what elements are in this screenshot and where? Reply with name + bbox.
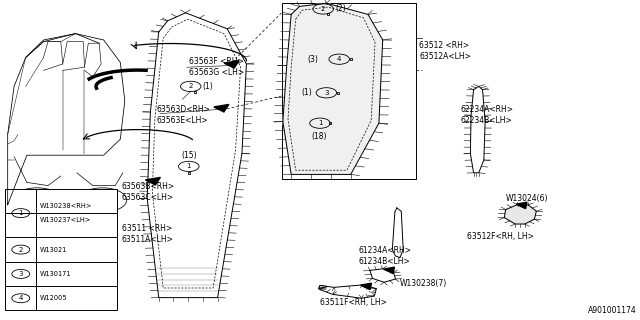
Text: W130171: W130171 — [40, 271, 71, 277]
Text: 63511 <RH>
63511A<LH>: 63511 <RH> 63511A<LH> — [122, 224, 173, 244]
Text: 3: 3 — [19, 271, 23, 277]
Text: 2: 2 — [19, 247, 23, 252]
Text: W13021: W13021 — [40, 247, 67, 252]
Text: 63563F <RH>
63563G <LH>: 63563F <RH> 63563G <LH> — [189, 57, 244, 77]
Text: (18): (18) — [312, 132, 327, 140]
Circle shape — [98, 198, 107, 202]
Text: 61234A<RH>
61234B<LH>: 61234A<RH> 61234B<LH> — [358, 246, 412, 266]
Polygon shape — [224, 60, 239, 68]
Text: 3: 3 — [324, 90, 329, 96]
Text: (3): (3) — [308, 55, 319, 64]
Text: A901001174: A901001174 — [588, 306, 637, 315]
Circle shape — [33, 198, 42, 202]
Text: W130238<RH>: W130238<RH> — [40, 203, 92, 209]
Text: 63563B<RH>
63563C<LH>: 63563B<RH> 63563C<LH> — [122, 182, 175, 202]
Text: W130238(7): W130238(7) — [400, 279, 447, 288]
Text: 63563D<RH>
63563E<LH>: 63563D<RH> 63563E<LH> — [157, 105, 211, 125]
Text: 4: 4 — [337, 56, 341, 62]
Text: W12005: W12005 — [40, 295, 67, 301]
Text: 1: 1 — [186, 164, 191, 169]
Text: 1: 1 — [19, 210, 23, 216]
Polygon shape — [384, 267, 394, 274]
Text: (2): (2) — [335, 4, 346, 13]
Text: 63512F<RH, LH>: 63512F<RH, LH> — [467, 232, 534, 241]
Text: 63511F<RH, LH>: 63511F<RH, LH> — [320, 298, 387, 307]
Text: W13024(6): W13024(6) — [506, 194, 548, 203]
Text: W130237<LH>: W130237<LH> — [40, 217, 91, 223]
Bar — [282, 3, 416, 179]
Text: (15): (15) — [181, 151, 196, 160]
Polygon shape — [145, 177, 161, 185]
Text: 63512 <RH>
63512A<LH>: 63512 <RH> 63512A<LH> — [419, 41, 471, 61]
Bar — [5, 189, 117, 310]
Polygon shape — [516, 202, 527, 209]
Text: 1: 1 — [317, 120, 323, 126]
Text: 2: 2 — [321, 6, 325, 12]
Text: 62234A<RH>
62234B<LH>: 62234A<RH> 62234B<LH> — [461, 105, 514, 125]
Text: (1): (1) — [301, 88, 312, 97]
Polygon shape — [283, 3, 383, 174]
Text: 4: 4 — [19, 295, 23, 301]
Text: 2: 2 — [189, 84, 193, 89]
Polygon shape — [504, 205, 536, 224]
Polygon shape — [361, 283, 371, 290]
Text: (1): (1) — [202, 82, 213, 91]
Polygon shape — [214, 104, 229, 112]
